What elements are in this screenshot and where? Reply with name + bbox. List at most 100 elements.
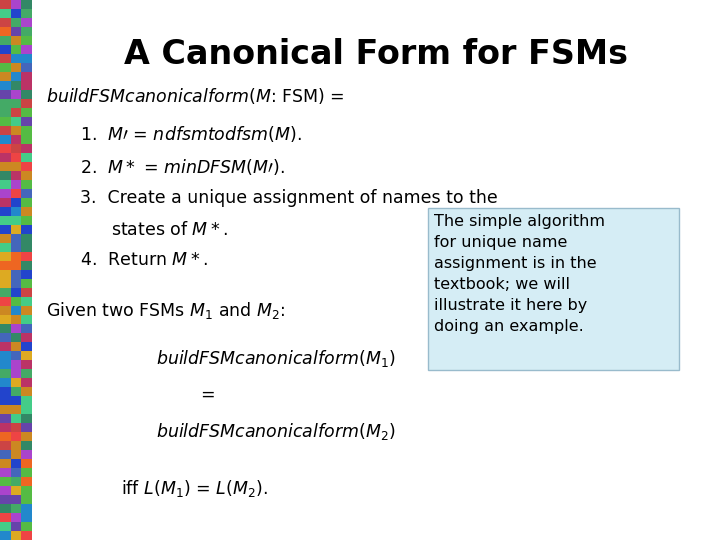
Bar xyxy=(11,504,22,513)
Text: $\mathit{buildFSMcanonicalform}$($\mathit{M}$: FSM) =: $\mathit{buildFSMcanonicalform}$($\mathi… xyxy=(46,86,344,106)
Bar xyxy=(11,396,22,405)
Bar xyxy=(0,378,11,387)
Bar xyxy=(11,108,22,117)
Bar xyxy=(0,126,11,135)
Bar xyxy=(0,324,11,333)
Bar xyxy=(11,63,22,72)
Bar xyxy=(0,477,11,486)
Bar xyxy=(0,513,11,522)
Bar xyxy=(0,495,11,504)
Text: A Canonical Form for FSMs: A Canonical Form for FSMs xyxy=(124,38,628,71)
Bar xyxy=(11,189,22,198)
Bar xyxy=(11,45,22,54)
Bar xyxy=(11,27,22,36)
Bar xyxy=(22,405,32,414)
Bar xyxy=(0,468,11,477)
Bar xyxy=(11,387,22,396)
Text: $\mathit{buildFSMcanonicalform}$($\mathit{M}_1$): $\mathit{buildFSMcanonicalform}$($\mathi… xyxy=(156,348,395,369)
Bar xyxy=(11,324,22,333)
Bar xyxy=(0,90,11,99)
Bar xyxy=(22,432,32,441)
Bar xyxy=(11,441,22,450)
Bar xyxy=(11,423,22,432)
Bar xyxy=(22,495,32,504)
Bar xyxy=(11,126,22,135)
Bar xyxy=(22,126,32,135)
Bar xyxy=(22,216,32,225)
Bar xyxy=(0,144,11,153)
Bar xyxy=(0,360,11,369)
Bar xyxy=(11,288,22,297)
Bar xyxy=(22,450,32,459)
Bar xyxy=(0,270,11,279)
Bar xyxy=(0,180,11,189)
Bar xyxy=(11,495,22,504)
Bar xyxy=(11,315,22,324)
Bar xyxy=(0,423,11,432)
Bar xyxy=(22,225,32,234)
Text: 4.  Return $\mathit{M*}$.: 4. Return $\mathit{M*}$. xyxy=(80,251,208,269)
Bar xyxy=(22,324,32,333)
Bar xyxy=(22,207,32,216)
Bar xyxy=(0,27,11,36)
Bar xyxy=(0,414,11,423)
Bar xyxy=(11,9,22,18)
Bar xyxy=(22,396,32,405)
Bar xyxy=(11,207,22,216)
Bar xyxy=(11,153,22,162)
Bar xyxy=(22,63,32,72)
Bar xyxy=(11,459,22,468)
Bar xyxy=(0,369,11,378)
Bar xyxy=(22,378,32,387)
Bar xyxy=(0,72,11,81)
Bar xyxy=(0,189,11,198)
Bar xyxy=(11,216,22,225)
Bar xyxy=(0,279,11,288)
Bar xyxy=(22,414,32,423)
Bar xyxy=(0,36,11,45)
Bar xyxy=(0,18,11,27)
Bar xyxy=(22,54,32,63)
Text: =: = xyxy=(201,386,215,404)
Bar xyxy=(0,351,11,360)
Bar xyxy=(11,135,22,144)
Bar xyxy=(0,99,11,108)
Bar xyxy=(0,216,11,225)
Bar xyxy=(11,162,22,171)
Bar xyxy=(0,252,11,261)
Bar xyxy=(22,45,32,54)
Bar xyxy=(0,288,11,297)
Bar xyxy=(11,117,22,126)
Bar xyxy=(11,297,22,306)
Bar xyxy=(22,504,32,513)
Bar xyxy=(0,153,11,162)
Bar xyxy=(22,342,32,351)
Bar xyxy=(11,225,22,234)
Bar xyxy=(22,477,32,486)
Bar xyxy=(0,162,11,171)
Bar xyxy=(0,81,11,90)
Bar xyxy=(22,162,32,171)
Text: states of $\mathit{M*}$.: states of $\mathit{M*}$. xyxy=(111,221,228,239)
Bar xyxy=(0,306,11,315)
Bar xyxy=(11,18,22,27)
Bar xyxy=(11,378,22,387)
Bar xyxy=(11,261,22,270)
Bar xyxy=(11,468,22,477)
Bar xyxy=(22,135,32,144)
Bar xyxy=(22,153,32,162)
Bar xyxy=(11,99,22,108)
Bar xyxy=(0,117,11,126)
FancyBboxPatch shape xyxy=(428,208,679,370)
Bar xyxy=(22,108,32,117)
Bar xyxy=(0,171,11,180)
Bar xyxy=(11,351,22,360)
Bar xyxy=(22,387,32,396)
Bar xyxy=(11,369,22,378)
Bar xyxy=(0,225,11,234)
Bar xyxy=(22,423,32,432)
Bar xyxy=(0,522,11,531)
Bar xyxy=(22,234,32,243)
Bar xyxy=(11,144,22,153)
Bar xyxy=(0,54,11,63)
